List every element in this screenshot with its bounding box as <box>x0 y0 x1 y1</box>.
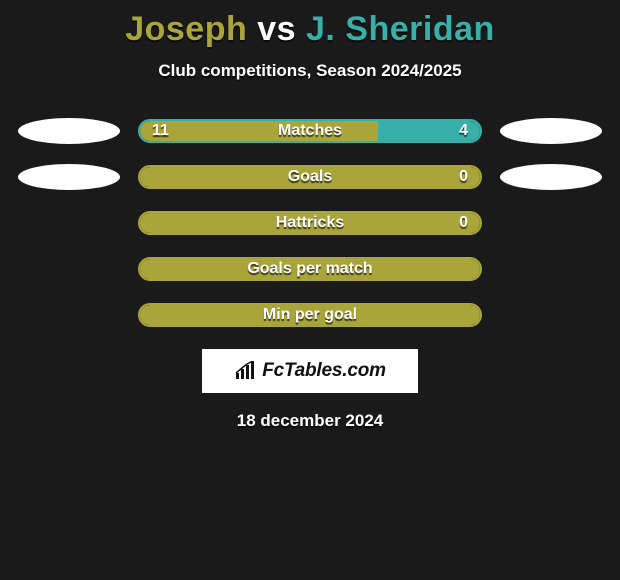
brand-text: FcTables.com <box>262 360 386 382</box>
stat-label: Min per goal <box>140 305 480 325</box>
player1-marker <box>18 164 120 190</box>
player1-marker <box>18 118 120 144</box>
player2-marker <box>500 164 602 190</box>
date: 18 december 2024 <box>0 411 620 431</box>
stat-row: Min per goal <box>0 303 620 327</box>
stat-bar: Min per goal <box>138 303 482 327</box>
stat-bar: Goals0 <box>138 165 482 189</box>
stat-value-player2: 4 <box>459 121 468 141</box>
stat-value-player2: 0 <box>459 213 468 233</box>
player2-name: J. Sheridan <box>306 10 495 48</box>
stats-container: Matches114Goals0Hattricks0Goals per matc… <box>0 119 620 327</box>
brand: FcTables.com <box>234 360 386 382</box>
stat-row: Goals0 <box>0 165 620 189</box>
stat-row: Matches11 4 <box>0 119 620 143</box>
stat-row: Goals per match <box>0 257 620 281</box>
stat-value-player2: 0 <box>459 167 468 187</box>
stat-label: Hattricks <box>140 213 480 233</box>
stat-bar: Goals per match <box>138 257 482 281</box>
stat-label: Goals per match <box>140 259 480 279</box>
stat-label: Matches <box>140 121 480 141</box>
bar-chart-icon <box>234 361 258 381</box>
brand-box: FcTables.com <box>202 349 418 393</box>
stat-value-player1: 11 <box>152 121 169 141</box>
player1-name: Joseph <box>125 10 247 48</box>
stat-label: Goals <box>140 167 480 187</box>
comparison-title: Joseph vs J. Sheridan <box>0 0 620 49</box>
stat-row: Hattricks0 <box>0 211 620 235</box>
stat-bar: Hattricks0 <box>138 211 482 235</box>
player2-marker <box>500 118 602 144</box>
vs-label: vs <box>257 10 296 48</box>
stat-bar: Matches11 4 <box>138 119 482 143</box>
subtitle: Club competitions, Season 2024/2025 <box>0 61 620 81</box>
